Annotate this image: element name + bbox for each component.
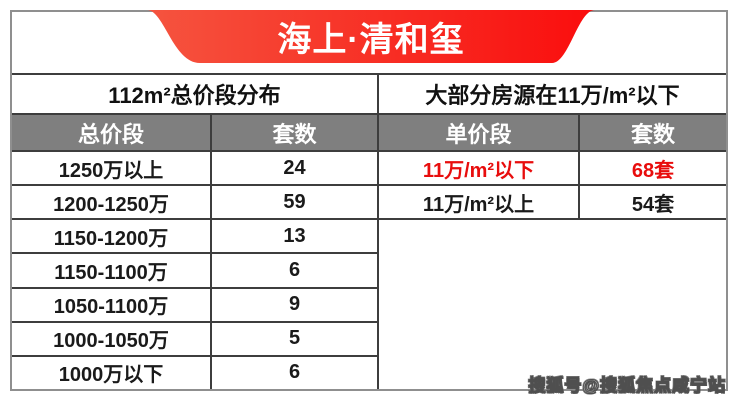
unit-count: 59 <box>283 190 306 213</box>
ribbon-banner-shape <box>147 10 595 63</box>
unit-count: 54套 <box>631 193 675 216</box>
sohu-watermark: 搜狐号@搜狐焦点咸宁站 <box>528 376 726 396</box>
table-row: 1000-1050万 5 <box>12 322 377 357</box>
header-unit-count: 套数 <box>272 121 317 147</box>
unit-price-table-title: 大部分房源在11万/m²以下 <box>379 75 726 115</box>
unit-price-table-header: 单价段 套数 <box>379 115 726 152</box>
total-price-table-title: 112m²总价段分布 <box>12 75 377 115</box>
project-title: 海上·清和玺 <box>277 21 465 59</box>
table-frame: 海上·清和玺 112m²总价段分布 总价段 套数 1250万以上 24 1200… <box>10 10 728 391</box>
table-row: 1000万以下 6 <box>12 356 377 389</box>
price-range: 1050-1100万 <box>12 288 212 321</box>
price-range: 1000万以下 <box>12 356 212 389</box>
table-row: 1250万以上 24 <box>12 152 377 187</box>
tables-grid: 112m²总价段分布 总价段 套数 1250万以上 24 1200-1250万 … <box>12 73 726 389</box>
table-row: 1150-1200万 13 <box>12 220 377 255</box>
table-row: 1150-1100万 6 <box>12 254 377 289</box>
price-range: 1150-1100万 <box>12 254 212 287</box>
header-price-range: 总价段 <box>12 115 212 150</box>
unit-count: 9 <box>288 293 301 316</box>
total-price-rows: 1250万以上 24 1200-1250万 59 1150-1200万 13 1… <box>12 152 377 389</box>
unit-count: 6 <box>288 361 301 384</box>
total-price-table-header: 总价段 套数 <box>12 115 377 152</box>
price-range: 1150-1200万 <box>12 220 212 253</box>
table-row: 1200-1250万 59 <box>12 186 377 221</box>
unit-price-range: 11万/m²以下 <box>379 152 580 184</box>
unit-count: 24 <box>283 156 306 179</box>
header-unit-price-range: 单价段 <box>379 115 580 150</box>
total-price-table: 112m²总价段分布 总价段 套数 1250万以上 24 1200-1250万 … <box>12 75 379 389</box>
price-range: 1250万以上 <box>12 152 212 185</box>
unit-count: 5 <box>288 327 301 350</box>
table-row-highlighted: 11万/m²以下 68套 <box>379 152 726 186</box>
table-row: 1050-1100万 9 <box>12 288 377 323</box>
unit-price-range: 11万/m²以上 <box>379 186 580 218</box>
price-range: 1000-1050万 <box>12 322 212 355</box>
banner-row: 海上·清和玺 <box>12 10 726 73</box>
empty-area <box>379 220 726 389</box>
header-unit-count: 套数 <box>630 121 675 147</box>
unit-count: 68套 <box>631 159 675 182</box>
table-row: 11万/m²以上 54套 <box>379 186 726 220</box>
unit-price-table: 大部分房源在11万/m²以下 单价段 套数 11万/m²以下 68套 11万/m… <box>379 75 726 389</box>
unit-count: 13 <box>283 224 306 247</box>
unit-count: 6 <box>288 258 301 281</box>
price-range: 1200-1250万 <box>12 186 212 219</box>
